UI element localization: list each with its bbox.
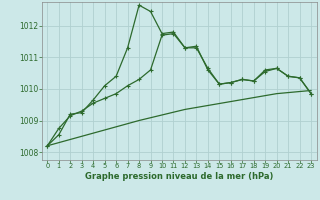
X-axis label: Graphe pression niveau de la mer (hPa): Graphe pression niveau de la mer (hPa) bbox=[85, 172, 273, 181]
